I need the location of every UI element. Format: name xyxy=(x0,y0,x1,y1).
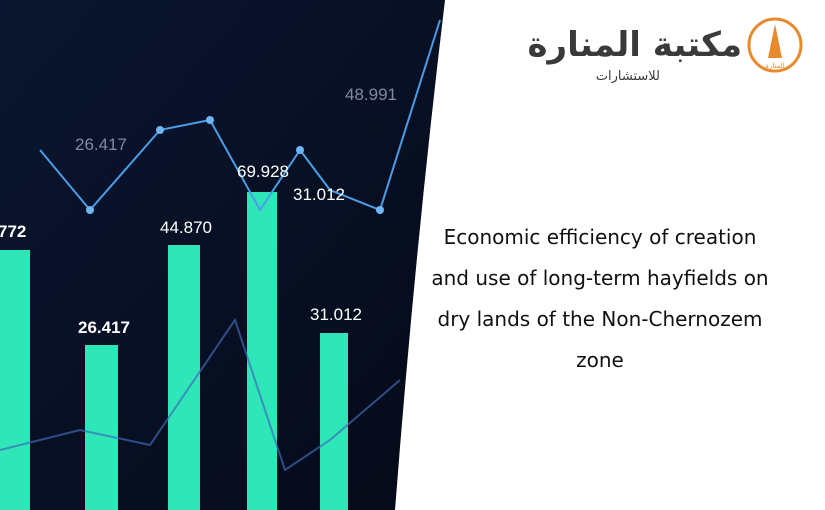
image-bars xyxy=(0,192,348,510)
dot xyxy=(296,146,304,154)
dot xyxy=(376,206,384,214)
image-label: 26.417 xyxy=(75,135,127,154)
image-line-dots xyxy=(86,116,384,214)
title-line: Economic efficiency of creation xyxy=(444,225,757,249)
bar-shape xyxy=(168,245,200,510)
logo-badge-text: المنارة xyxy=(765,62,784,70)
dot xyxy=(206,116,214,124)
title-line: zone xyxy=(576,348,624,372)
logo-badge xyxy=(747,17,803,73)
dot xyxy=(156,126,164,134)
image-label: 31.012 xyxy=(293,185,345,204)
logo: المنارة مكتبة المنارة للاستشارات xyxy=(527,17,803,84)
bar-shape xyxy=(0,250,30,510)
image-label: 44.870 xyxy=(160,218,212,237)
image-label: 772 xyxy=(0,222,26,241)
image-label: 48.991 xyxy=(345,85,397,104)
logo-name: مكتبة المنارة xyxy=(527,25,742,65)
image-label: 26.417 xyxy=(78,318,130,337)
image-label: 69.928 xyxy=(237,162,289,181)
image-line xyxy=(0,317,401,472)
image-line xyxy=(39,19,441,212)
image-label: 31.012 xyxy=(310,305,362,324)
title-line: and use of long-term hayfields on xyxy=(431,266,768,290)
title-line: dry lands of the Non-Chernozem xyxy=(438,307,763,331)
logo-tagline: للاستشارات xyxy=(596,69,660,84)
bar-shape xyxy=(320,333,348,510)
bar-shape xyxy=(85,345,118,510)
bar-shape xyxy=(247,192,277,510)
dot xyxy=(86,206,94,214)
logo-tower xyxy=(768,24,782,58)
